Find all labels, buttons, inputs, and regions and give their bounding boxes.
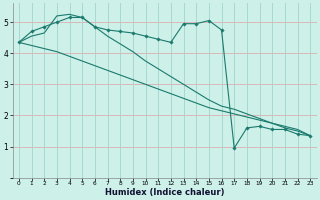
X-axis label: Humidex (Indice chaleur): Humidex (Indice chaleur) — [105, 188, 224, 197]
